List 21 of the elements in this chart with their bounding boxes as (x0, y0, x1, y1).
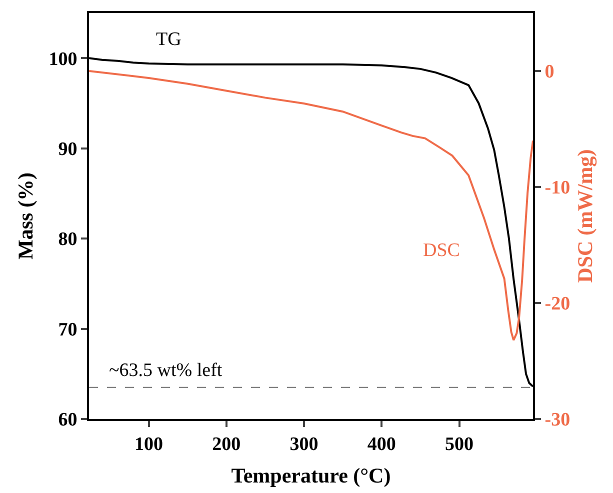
x-axis-title: Temperature (°C) (231, 464, 391, 488)
ref-line-label: ~63.5 wt% left (109, 360, 223, 381)
x-tick-label: 400 (367, 434, 396, 455)
y-axis-title: Mass (%) (13, 172, 38, 260)
y-tick-label: 80 (58, 229, 78, 250)
y-tick-label: 90 (58, 138, 78, 160)
series-label: DSC (423, 240, 460, 261)
y2-tick-label: -10 (544, 178, 570, 199)
y2-axis-title: DSC (mW/mg) (572, 149, 597, 283)
x-tick-label: 100 (134, 434, 164, 455)
y-tick-label: 100 (48, 48, 78, 70)
y2-tick-label: 0 (544, 62, 554, 83)
x-tick-label: 300 (290, 434, 318, 455)
y2-tick-label: -30 (544, 410, 570, 431)
line-series (89, 70, 533, 342)
y-tick-label: 70 (58, 319, 78, 340)
y-tick-label: 60 (58, 410, 78, 431)
x-tick-label: 200 (212, 434, 241, 455)
x-tick-label: 500 (445, 434, 474, 455)
series-label: TG (156, 29, 182, 50)
y2-tick-label: -20 (544, 294, 570, 315)
